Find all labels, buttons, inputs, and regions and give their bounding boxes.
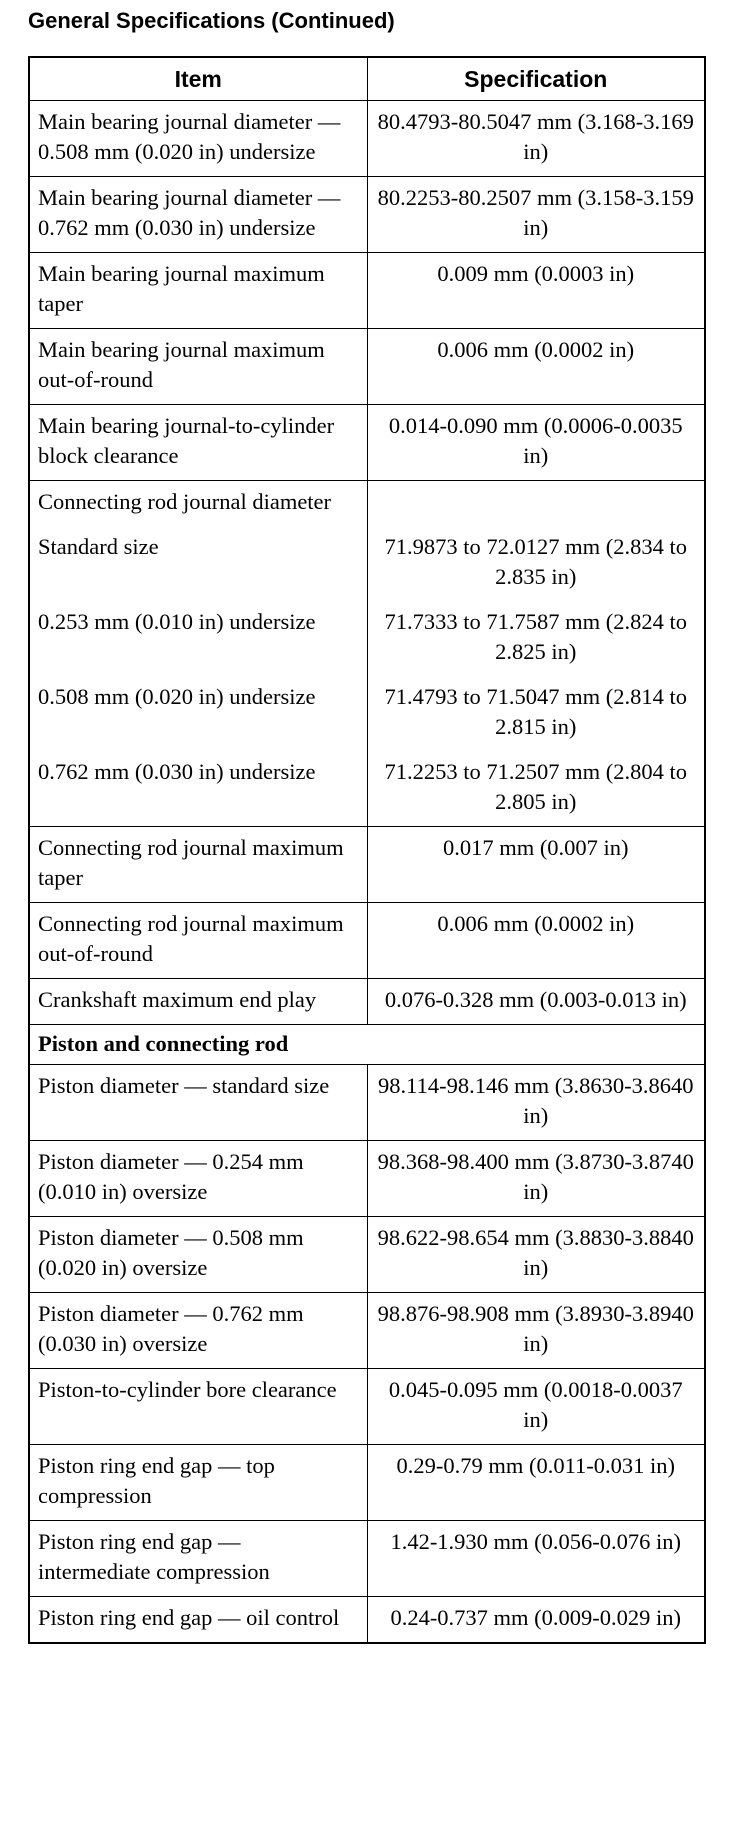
spec-row: Main bearing journal-to-cylinder block c… bbox=[28, 404, 706, 481]
item-cell: Piston ring end gap — oil control bbox=[28, 1596, 368, 1644]
item-cell: Main bearing journal-to-cylinder block c… bbox=[28, 404, 368, 481]
spec-cell: 71.2253 to 71.2507 mm (2.804 to 2.805 in… bbox=[366, 751, 706, 827]
item-cell: Piston ring end gap — intermediate compr… bbox=[28, 1520, 368, 1597]
spec-row: Main bearing journal diameter — 0.508 mm… bbox=[28, 100, 706, 177]
group-row: Connecting rod journal diameter bbox=[28, 480, 706, 526]
item-cell: Piston diameter — 0.762 mm (0.030 in) ov… bbox=[28, 1292, 368, 1369]
spec-cell: 71.9873 to 72.0127 mm (2.834 to 2.835 in… bbox=[366, 526, 706, 601]
item-cell: Connecting rod journal maximum taper bbox=[28, 826, 368, 903]
spec-row: Connecting rod journal maximum taper 0.01… bbox=[28, 826, 706, 903]
spec-cell: 0.29-0.79 mm (0.011-0.031 in) bbox=[366, 1444, 706, 1521]
spec-row: Main bearing journal diameter — 0.762 mm… bbox=[28, 176, 706, 253]
spec-cell: 80.4793-80.5047 mm (3.168-3.169 in) bbox=[366, 100, 706, 177]
item-cell: 0.762 mm (0.030 in) undersize bbox=[28, 751, 368, 827]
column-header: Item bbox=[28, 56, 368, 101]
spec-table: Item Specification Main bearing journal … bbox=[28, 56, 706, 1644]
spec-cell: 1.42-1.930 mm (0.056-0.076 in) bbox=[366, 1520, 706, 1597]
spec-row: Piston ring end gap — oil control 0.24-0.… bbox=[28, 1596, 706, 1644]
item-cell: 0.253 mm (0.010 in) undersize bbox=[28, 601, 368, 676]
header-row: Item Specification bbox=[28, 56, 706, 101]
sub-row: 0.253 mm (0.010 in) undersize 71.7333 to … bbox=[28, 601, 706, 676]
item-cell: Main bearing journal diameter — 0.762 mm… bbox=[28, 176, 368, 253]
spec-cell: 0.017 mm (0.007 in) bbox=[366, 826, 706, 903]
spec-cell: 98.368-98.400 mm (3.8730-3.8740 in) bbox=[366, 1140, 706, 1217]
item-cell: Piston-to-cylinder bore clearance bbox=[28, 1368, 368, 1445]
spec-cell: 71.7333 to 71.7587 mm (2.824 to 2.825 in… bbox=[366, 601, 706, 676]
section-title: Piston and connecting rod bbox=[28, 1024, 706, 1065]
spec-cell: 0.009 mm (0.0003 in) bbox=[366, 252, 706, 329]
item-cell: Piston diameter — standard size bbox=[28, 1064, 368, 1141]
spec-cell: 0.006 mm (0.0002 in) bbox=[366, 328, 706, 405]
spec-cell: 0.014-0.090 mm (0.0006-0.0035 in) bbox=[366, 404, 706, 481]
spec-row: Crankshaft maximum end play 0.076-0.328 m… bbox=[28, 978, 706, 1025]
item-cell: Piston diameter — 0.508 mm (0.020 in) ov… bbox=[28, 1216, 368, 1293]
spec-cell: 98.876-98.908 mm (3.8930-3.8940 in) bbox=[366, 1292, 706, 1369]
spec-cell: 0.006 mm (0.0002 in) bbox=[366, 902, 706, 979]
section-row: Piston and connecting rod bbox=[28, 1024, 706, 1065]
spec-cell: 71.4793 to 71.5047 mm (2.814 to 2.815 in… bbox=[366, 676, 706, 751]
spec-cell bbox=[366, 480, 706, 526]
spec-cell: 0.045-0.095 mm (0.0018-0.0037 in) bbox=[366, 1368, 706, 1445]
spec-row: Piston diameter — 0.254 mm (0.010 in) ov… bbox=[28, 1140, 706, 1217]
spec-row: Piston diameter — 0.508 mm (0.020 in) ov… bbox=[28, 1216, 706, 1293]
spec-row: Piston ring end gap — top compression 0.2… bbox=[28, 1444, 706, 1521]
spec-row: Piston diameter — 0.762 mm (0.030 in) ov… bbox=[28, 1292, 706, 1369]
spec-cell: 80.2253-80.2507 mm (3.158-3.159 in) bbox=[366, 176, 706, 253]
item-cell: Main bearing journal maximum out-of-roun… bbox=[28, 328, 368, 405]
spec-cell: 0.24-0.737 mm (0.009-0.029 in) bbox=[366, 1596, 706, 1644]
item-cell: Standard size bbox=[28, 526, 368, 601]
spec-row: Piston diameter — standard size 98.114-98… bbox=[28, 1064, 706, 1141]
item-cell: Piston ring end gap — top compression bbox=[28, 1444, 368, 1521]
spec-cell: 98.622-98.654 mm (3.8830-3.8840 in) bbox=[366, 1216, 706, 1293]
sub-row: 0.508 mm (0.020 in) undersize 71.4793 to … bbox=[28, 676, 706, 751]
spec-row: Piston-to-cylinder bore clearance 0.045-0… bbox=[28, 1368, 706, 1445]
spec-row: Piston ring end gap — intermediate compr… bbox=[28, 1520, 706, 1597]
column-header: Specification bbox=[366, 56, 706, 101]
item-cell: Main bearing journal diameter — 0.508 mm… bbox=[28, 100, 368, 177]
item-cell: Piston diameter — 0.254 mm (0.010 in) ov… bbox=[28, 1140, 368, 1217]
spec-row: Connecting rod journal maximum out-of-ro… bbox=[28, 902, 706, 979]
sub-row: 0.762 mm (0.030 in) undersize 71.2253 to … bbox=[28, 751, 706, 827]
item-cell: Main bearing journal maximum taper bbox=[28, 252, 368, 329]
spec-cell: 98.114-98.146 mm (3.8630-3.8640 in) bbox=[366, 1064, 706, 1141]
page-title: General Specifications (Continued) bbox=[28, 8, 395, 33]
spec-row: Main bearing journal maximum taper 0.009 … bbox=[28, 252, 706, 329]
sub-row: Standard size 71.9873 to 72.0127 mm (2.83… bbox=[28, 526, 706, 601]
spec-cell: 0.076-0.328 mm (0.003-0.013 in) bbox=[366, 978, 706, 1025]
spec-row: Main bearing journal maximum out-of-roun… bbox=[28, 328, 706, 405]
item-cell: Connecting rod journal diameter bbox=[28, 480, 368, 526]
item-cell: Crankshaft maximum end play bbox=[28, 978, 368, 1025]
item-cell: Connecting rod journal maximum out-of-ro… bbox=[28, 902, 368, 979]
item-cell: 0.508 mm (0.020 in) undersize bbox=[28, 676, 368, 751]
